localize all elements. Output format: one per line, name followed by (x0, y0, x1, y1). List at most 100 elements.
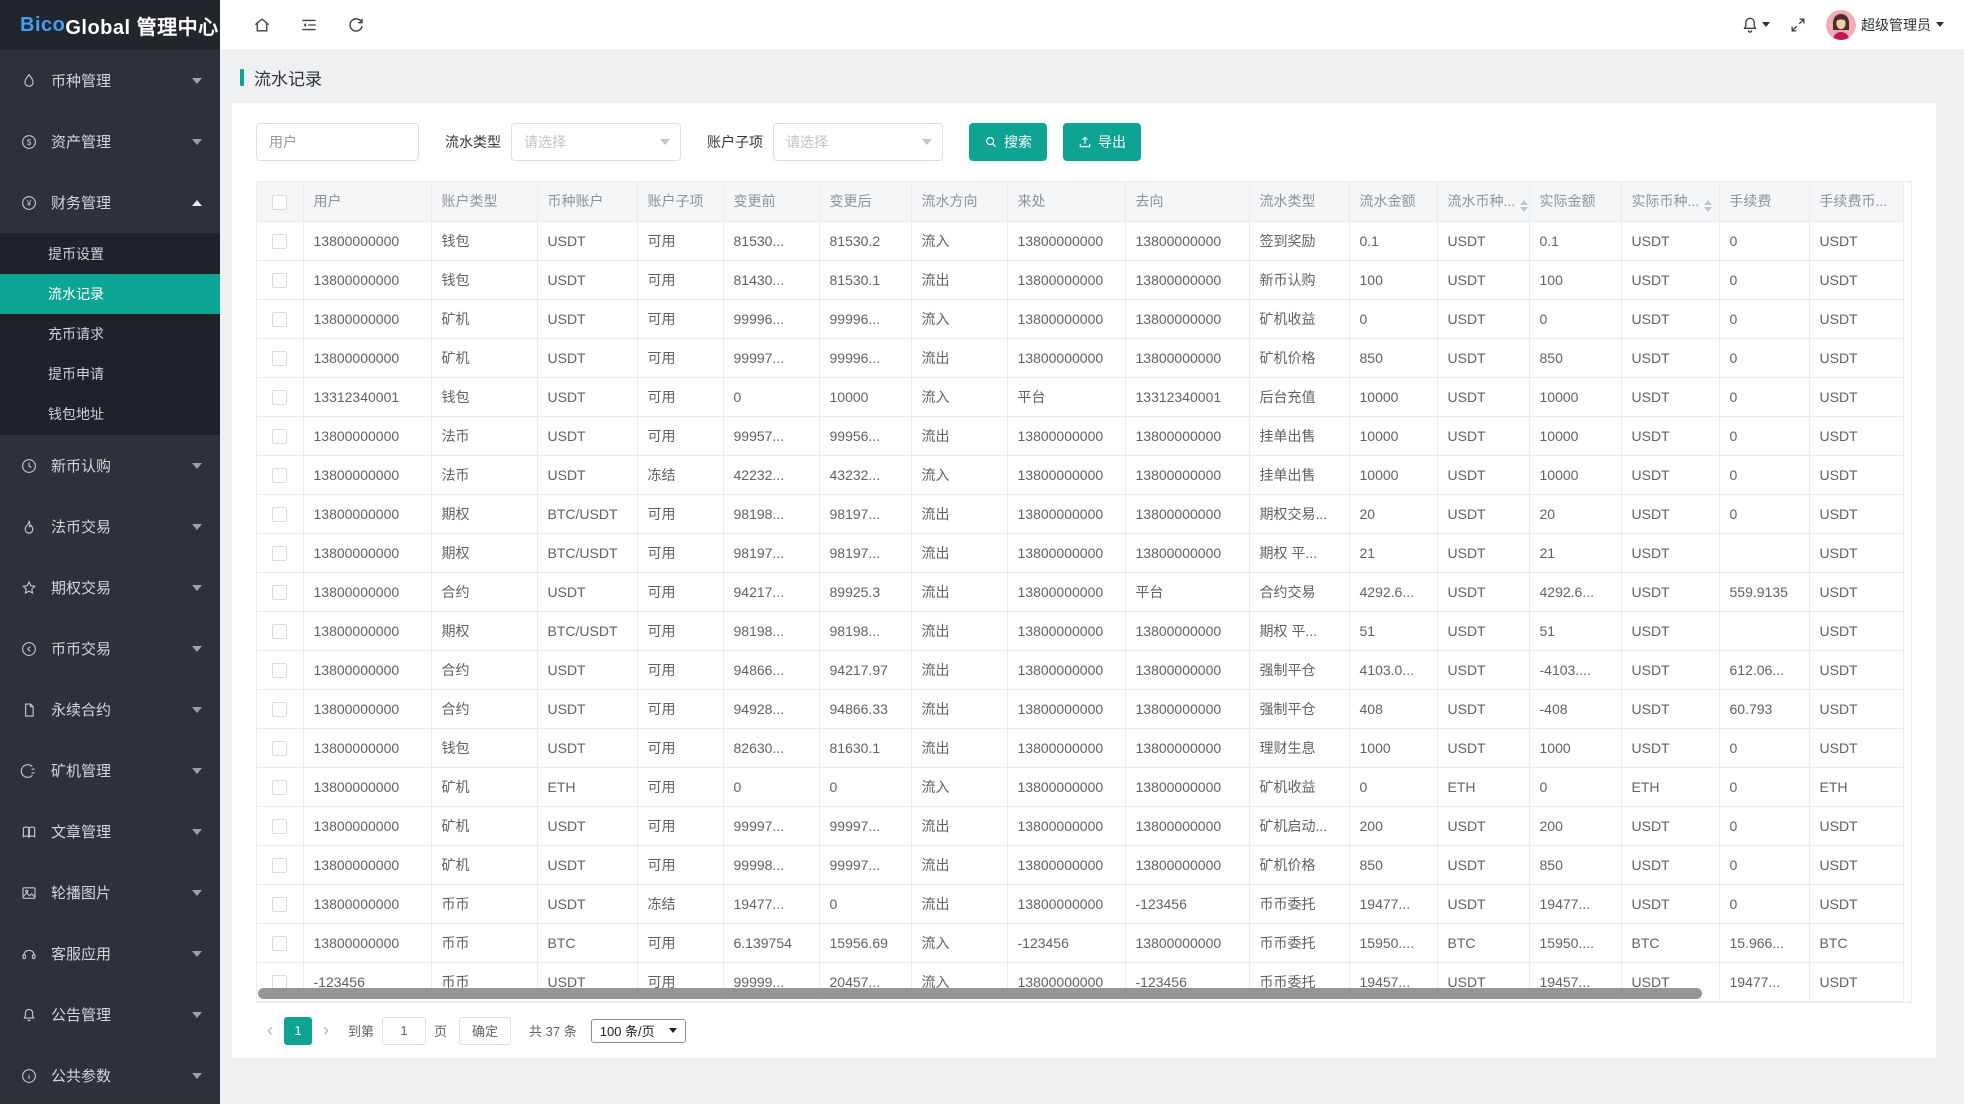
row-checkbox[interactable] (272, 779, 288, 795)
row-checkbox[interactable] (272, 389, 288, 405)
sidebar-item-miner[interactable]: 矿机管理 (0, 740, 220, 801)
row-checkbox[interactable] (272, 935, 288, 951)
table-cell: 13800000000 (1125, 338, 1250, 378)
sidebar-item-book[interactable]: 文章管理 (0, 801, 220, 862)
next-page-button[interactable]: › (323, 1020, 329, 1040)
table-cell: 可用 (637, 221, 724, 261)
chevron-down-icon (668, 1028, 677, 1033)
table-cell: 200 (1529, 806, 1622, 846)
user-filter-input[interactable] (256, 123, 419, 161)
table-cell: 51 (1349, 611, 1438, 651)
sidebar-item-fire[interactable]: 法币交易 (0, 496, 220, 557)
sidebar-subitem[interactable]: 提币申请 (48, 366, 104, 382)
table-cell: 99996... (819, 338, 912, 378)
table-cell: 合约交易 (1249, 572, 1350, 612)
row-checkbox[interactable] (272, 233, 288, 249)
table-cell: 强制平仓 (1249, 650, 1350, 690)
table-cell: 81630.1 (819, 728, 912, 768)
row-checkbox[interactable] (272, 350, 288, 366)
row-checkbox[interactable] (272, 545, 288, 561)
sidebar-subitem[interactable]: 充币请求 (48, 326, 104, 342)
sidebar-item-document[interactable]: 永续合约 (0, 679, 220, 740)
search-button[interactable]: 搜索 (969, 123, 1047, 161)
info-icon (20, 1067, 38, 1085)
flow-type-select[interactable]: 请选择 (511, 123, 681, 161)
table-cell: 合约 (431, 572, 538, 612)
sidebar-item-exchange[interactable]: 币币交易 (0, 618, 220, 679)
table-cell: 13800000000 (303, 923, 432, 963)
row-checkbox[interactable] (272, 662, 288, 678)
home-icon[interactable] (252, 15, 272, 35)
page-size-select[interactable]: 100 条/页 (590, 1018, 686, 1043)
table-cell: 13800000000 (1125, 221, 1250, 261)
user-menu[interactable]: 超级管理员 (1826, 9, 1944, 40)
table-cell: 98198... (723, 611, 820, 651)
confirm-button[interactable]: 确定 (459, 1016, 512, 1045)
table-cell: 99997... (819, 845, 912, 885)
sort-icon[interactable] (1520, 199, 1528, 212)
table-cell: 0 (723, 377, 820, 417)
row-checkbox[interactable] (272, 623, 288, 639)
svg-text:¥: ¥ (26, 199, 32, 208)
sidebar-subitem[interactable]: 流水记录 (0, 274, 220, 314)
row-checkbox[interactable] (272, 506, 288, 522)
table-cell: 可用 (637, 338, 724, 378)
table-cell: 15.966... (1719, 923, 1810, 963)
table-cell: 94866... (723, 650, 820, 690)
row-checkbox[interactable] (272, 701, 288, 717)
column-header: 变更前 (723, 182, 820, 222)
table-cell: 冻结 (637, 884, 724, 924)
table-cell: 13800000000 (303, 806, 432, 846)
table-cell: 13800000000 (303, 689, 432, 729)
column-header: 手续费 (1719, 182, 1810, 222)
sidebar-subitem[interactable]: 钱包地址 (48, 406, 104, 422)
sidebar-item-yen[interactable]: ¥ 财务管理 (0, 172, 220, 233)
table-cell: 1000 (1349, 728, 1438, 768)
sidebar-item-info[interactable]: 公共参数 (0, 1045, 220, 1104)
prev-page-button[interactable]: ‹ (267, 1020, 273, 1040)
table-cell: 81530.2 (819, 221, 912, 261)
row-checkbox[interactable] (272, 740, 288, 756)
image-icon (20, 884, 38, 902)
row-checkbox[interactable] (272, 818, 288, 834)
sidebar-item-headset[interactable]: 客服应用 (0, 923, 220, 984)
notifications-button[interactable] (1740, 15, 1770, 35)
table-cell: 99997... (819, 806, 912, 846)
refresh-icon[interactable] (346, 15, 366, 35)
search-icon (986, 137, 997, 148)
row-checkbox[interactable] (272, 584, 288, 600)
sidebar-item-clock[interactable]: 新币认购 (0, 435, 220, 496)
fullscreen-icon[interactable] (1788, 15, 1808, 35)
sort-icon[interactable] (1704, 199, 1713, 212)
page-jump-input[interactable] (382, 1016, 427, 1045)
row-checkbox[interactable] (272, 857, 288, 873)
page-button-1[interactable]: 1 (284, 1016, 312, 1045)
row-checkbox[interactable] (272, 428, 288, 444)
title-accent-bar (240, 69, 244, 86)
sidebar-item-dollar[interactable]: $ 资产管理 (0, 111, 220, 172)
account-sub-select[interactable]: 请选择 (773, 123, 943, 161)
table-cell: USDT (1809, 299, 1904, 339)
column-header[interactable]: 实际币种... (1621, 182, 1720, 222)
export-button[interactable]: 导出 (1063, 123, 1141, 161)
records-table-wrap: 用户 账户类型 币种账户 账户子项 变更前 变更后 流水方向 来处 去向 流水类型 流水金额 流水币种… (256, 181, 1912, 1003)
sidebar-item-droplet[interactable]: 币种管理 (0, 50, 220, 111)
row-checkbox[interactable] (272, 467, 288, 483)
sidebar-item-bell[interactable]: 公告管理 (0, 984, 220, 1045)
fold-menu-icon[interactable] (299, 15, 319, 35)
row-checkbox[interactable] (272, 272, 288, 288)
row-checkbox[interactable] (272, 896, 288, 912)
table-cell: 81430... (723, 260, 820, 300)
row-checkbox[interactable] (272, 311, 288, 327)
table-cell: 13800000000 (1125, 689, 1250, 729)
sidebar-subitem[interactable]: 提币设置 (48, 246, 104, 262)
sidebar-item-star[interactable]: 期权交易 (0, 557, 220, 618)
select-all-checkbox[interactable] (272, 194, 288, 210)
table-cell: ETH (1809, 767, 1904, 807)
column-header[interactable]: 流水币种... (1437, 182, 1530, 222)
table-cell: 可用 (637, 650, 724, 690)
table-cell: BTC/USDT (537, 494, 638, 534)
column-header: 用户 (303, 182, 432, 222)
horizontal-scrollbar[interactable] (258, 987, 1702, 999)
sidebar-item-image[interactable]: 轮播图片 (0, 862, 220, 923)
